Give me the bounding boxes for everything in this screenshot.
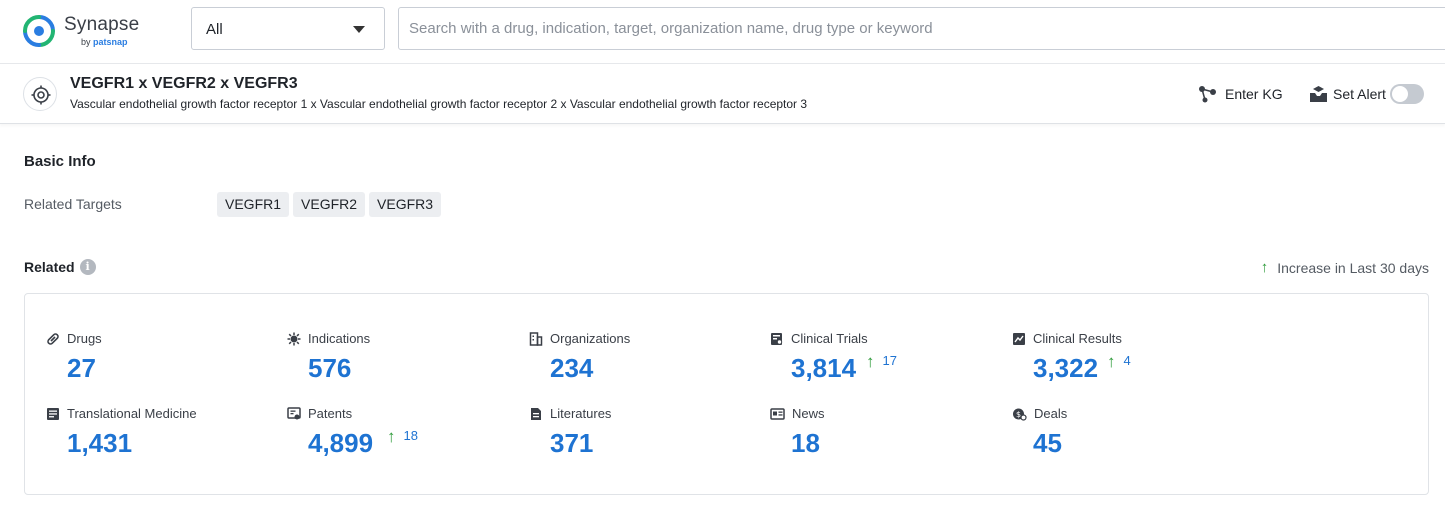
toggle-knob: [1392, 86, 1408, 102]
stat-increase-count[interactable]: 4: [1124, 353, 1131, 369]
search-scope-value: All: [206, 21, 223, 38]
stat-value[interactable]: 3,814: [791, 353, 856, 384]
stat-label: Translational Medicine: [46, 406, 197, 421]
logo-brand: patsnap: [93, 37, 128, 47]
stat-label-text: Organizations: [550, 331, 630, 346]
stat-value[interactable]: 18: [791, 428, 820, 459]
stat-label-text: Indications: [308, 331, 370, 346]
arrow-up-icon: ↑: [1107, 353, 1116, 371]
stat-label: Organizations: [529, 331, 630, 346]
target-header: VEGFR1 x VEGFR2 x VEGFR3 Vascular endoth…: [0, 64, 1445, 124]
stat-label-text: Clinical Trials: [791, 331, 868, 346]
stat-label: $ Deals: [1012, 406, 1067, 421]
stat-value[interactable]: 27: [67, 353, 96, 384]
stat-value[interactable]: 1,431: [67, 428, 132, 459]
page-title: VEGFR1 x VEGFR2 x VEGFR3: [70, 75, 298, 93]
stat-label-text: Deals: [1034, 406, 1067, 421]
stat-increase-count[interactable]: 17: [883, 353, 897, 369]
knowledge-graph-icon: [1198, 85, 1218, 103]
stat-clinical-results[interactable]: Clinical Results 3,322 ↑ 4: [1012, 331, 1242, 391]
document-list-icon: [46, 407, 60, 421]
stat-label: Literatures: [529, 406, 611, 421]
related-targets-label: Related Targets: [24, 196, 122, 212]
search-input[interactable]: [398, 7, 1445, 50]
stat-label-text: News: [792, 406, 825, 421]
stat-translational-medicine[interactable]: Translational Medicine 1,431: [46, 406, 276, 466]
stat-label-text: Literatures: [550, 406, 611, 421]
stat-literatures[interactable]: Literatures 371: [529, 406, 759, 466]
stat-label-text: Clinical Results: [1033, 331, 1122, 346]
stat-increase: ↑ 4: [1107, 353, 1131, 371]
related-target-tag[interactable]: VEGFR2: [293, 192, 365, 217]
related-target-tag[interactable]: VEGFR1: [217, 192, 289, 217]
related-target-tag[interactable]: VEGFR3: [369, 192, 441, 217]
related-heading-text: Related: [24, 259, 75, 275]
top-bar: Synapse by patsnap All: [0, 0, 1445, 64]
newspaper-icon: [770, 407, 785, 421]
stat-label: Drugs: [46, 331, 102, 346]
stat-increase: ↑ 18: [387, 428, 418, 446]
logo-by-text: by: [81, 37, 91, 47]
set-alert-control: Set Alert: [1309, 84, 1424, 104]
stat-label: Clinical Trials: [770, 331, 868, 346]
stat-value[interactable]: 371: [550, 428, 593, 459]
chart-document-icon: [1012, 332, 1026, 346]
stat-organizations[interactable]: Organizations 234: [529, 331, 759, 391]
stat-value[interactable]: 45: [1033, 428, 1062, 459]
increase-legend: ↑ Increase in Last 30 days: [1261, 259, 1429, 276]
stat-label-text: Translational Medicine: [67, 406, 197, 421]
page-subtitle: Vascular endothelial growth factor recep…: [70, 97, 807, 111]
synapse-logo-icon: [22, 14, 56, 48]
set-alert-label: Set Alert: [1333, 86, 1386, 102]
target-icon: [23, 77, 57, 111]
stat-value[interactable]: 234: [550, 353, 593, 384]
logo-byline: by patsnap: [81, 37, 128, 47]
stat-label-text: Patents: [308, 406, 352, 421]
search-scope-select[interactable]: All: [191, 7, 385, 50]
stat-label: News: [770, 406, 825, 421]
stat-value[interactable]: 576: [308, 353, 351, 384]
stat-clinical-trials[interactable]: Clinical Trials 3,814 ↑ 17: [770, 331, 1000, 391]
related-heading: Related i: [24, 259, 96, 275]
logo-name: Synapse: [64, 14, 139, 36]
stat-increase-count[interactable]: 18: [404, 428, 418, 444]
building-icon: [529, 332, 543, 346]
stat-value[interactable]: 4,899: [308, 428, 373, 459]
caret-down-icon: [353, 26, 365, 33]
stat-news[interactable]: News 18: [770, 406, 1000, 466]
svg-text:$: $: [1016, 410, 1021, 419]
stat-patents[interactable]: Patents 4,899 ↑ 18: [287, 406, 517, 466]
stat-label-text: Drugs: [67, 331, 102, 346]
stat-indications[interactable]: Indications 576: [287, 331, 517, 391]
arrow-up-icon: ↑: [387, 428, 396, 446]
pill-icon: [46, 332, 60, 346]
enter-kg-button[interactable]: Enter KG: [1198, 84, 1283, 104]
stat-label: Clinical Results: [1012, 331, 1122, 346]
stat-deals[interactable]: $ Deals 45: [1012, 406, 1242, 466]
stat-increase: ↑ 17: [866, 353, 897, 371]
info-icon[interactable]: i: [80, 259, 96, 275]
handshake-icon: $: [1012, 407, 1027, 421]
virus-icon: [287, 332, 301, 346]
alert-icon: [1309, 85, 1328, 103]
set-alert-toggle[interactable]: [1390, 84, 1424, 104]
basic-info-heading: Basic Info: [24, 153, 96, 170]
stat-label: Indications: [287, 331, 370, 346]
related-stats-panel: Drugs 27 Indications 576: [24, 293, 1429, 495]
stat-label: Patents: [287, 406, 352, 421]
enter-kg-label: Enter KG: [1225, 86, 1283, 102]
patent-icon: [287, 407, 301, 421]
clipboard-search-icon: [770, 332, 784, 346]
arrow-up-icon: ↑: [1261, 259, 1269, 276]
related-targets-list: VEGFR1 VEGFR2 VEGFR3: [217, 192, 441, 217]
stat-value[interactable]: 3,322: [1033, 353, 1098, 384]
synapse-logo[interactable]: Synapse by patsnap: [22, 12, 152, 52]
book-icon: [529, 407, 543, 421]
stat-drugs[interactable]: Drugs 27: [46, 331, 276, 391]
arrow-up-icon: ↑: [866, 353, 875, 371]
increase-legend-label: Increase in Last 30 days: [1277, 260, 1429, 276]
